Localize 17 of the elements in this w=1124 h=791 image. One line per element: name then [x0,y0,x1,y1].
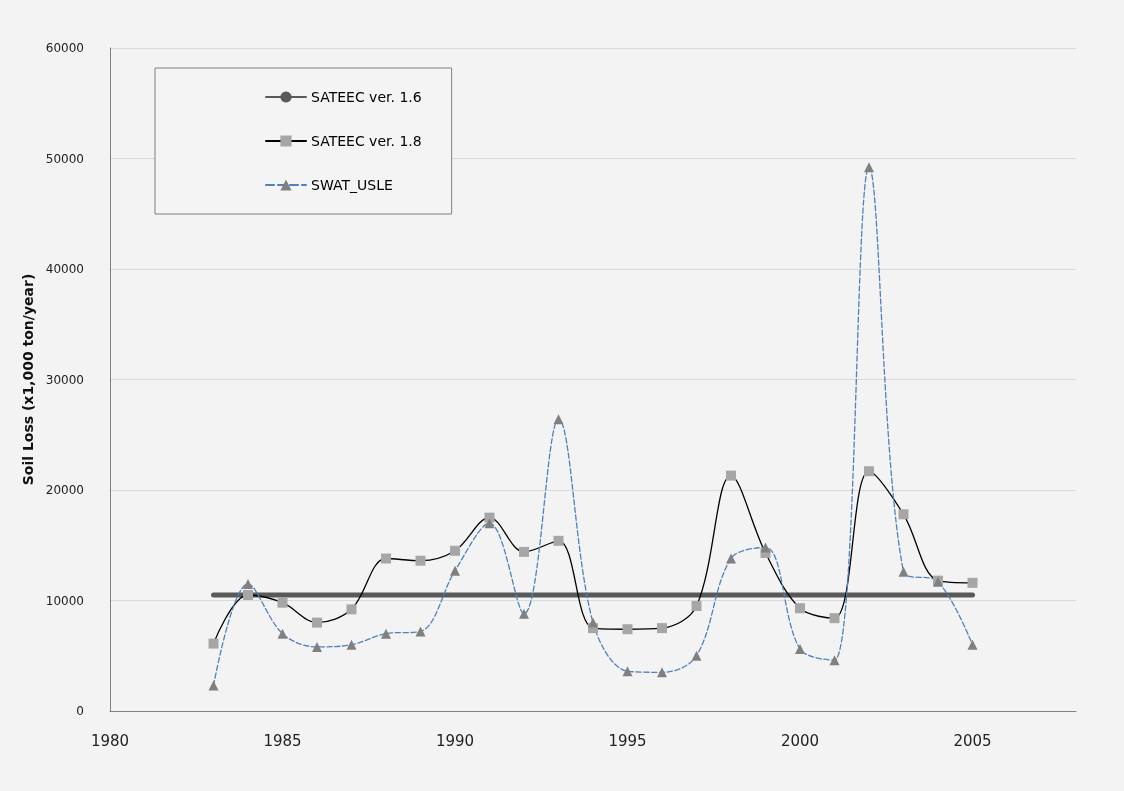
x-tick-label: 2000 [780,731,820,750]
x-tick-label: 1980 [90,731,130,750]
legend-label: SATEEC ver. 1.8 [311,133,422,149]
y-tick-label: 20000 [45,483,84,497]
x-tick-label: 1985 [263,731,302,750]
y-tick-label: 50000 [45,151,84,166]
y-tick-label: 60000 [45,41,84,55]
x-tick-label: 2005 [953,731,992,750]
y-tick-label: 10000 [45,593,84,608]
y-tick-label: 40000 [45,262,84,276]
legend-label: SATEEC ver. 1.6 [311,89,422,105]
x-tick-label: 1995 [608,731,647,750]
y-tick-label: 30000 [45,372,84,387]
x-tick-label: 1990 [435,731,475,750]
y-tick-label: 0 [76,704,84,718]
legend-label: SWAT_USLE [311,177,393,193]
y-axis-title: Soil Loss (x1,000 ton/year) [19,273,36,486]
